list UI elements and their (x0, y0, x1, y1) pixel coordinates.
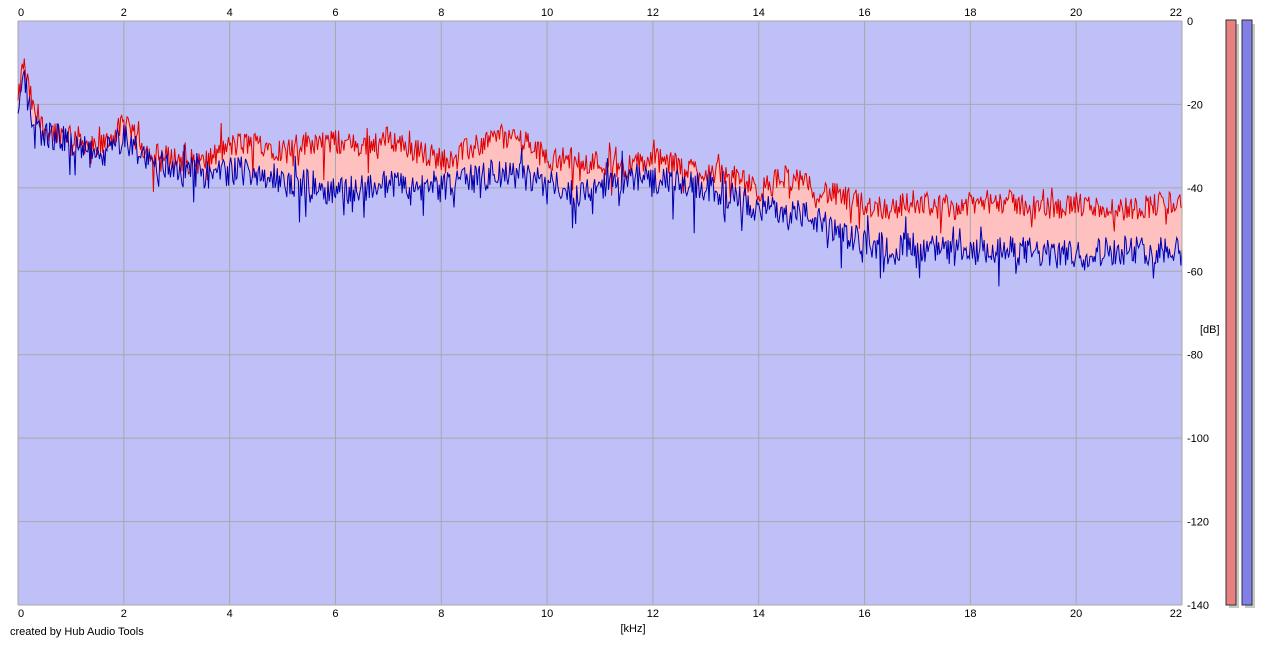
x-tick-label: 6 (332, 7, 338, 19)
y-tick-label: -100 (1187, 433, 1209, 445)
x-tick-label: 0 (18, 7, 24, 19)
y-tick-label: -140 (1187, 600, 1209, 612)
y-tick-label: -60 (1187, 266, 1203, 278)
blue-channel-line (17, 69, 1183, 287)
x-tick-label: 22 (1170, 7, 1182, 19)
y-tick-label: -120 (1187, 517, 1209, 529)
x-tick-label: 4 (227, 608, 233, 620)
y-axis-label: [dB] (1200, 324, 1220, 336)
footer-credit: created by Hub Audio Tools (10, 626, 144, 638)
x-tick-label: 2 (121, 7, 127, 19)
x-tick-label: 12 (647, 608, 659, 620)
x-tick-label: 12 (647, 7, 659, 19)
x-tick-label: 14 (753, 608, 765, 620)
y-tick-label: -40 (1187, 183, 1203, 195)
x-tick-label: 10 (541, 7, 553, 19)
y-tick-label: -80 (1187, 350, 1203, 362)
x-tick-label: 18 (964, 7, 976, 19)
x-tick-label: 8 (438, 7, 444, 19)
y-tick-label: -20 (1187, 99, 1203, 111)
x-tick-label: 10 (541, 608, 553, 620)
x-tick-label: 14 (753, 7, 765, 19)
meter-blue (1241, 19, 1253, 606)
x-tick-label: 8 (438, 608, 444, 620)
x-tick-label: 16 (858, 7, 870, 19)
x-tick-label: 20 (1070, 608, 1082, 620)
x-tick-label: 4 (227, 7, 233, 19)
y-tick-label: 0 (1187, 16, 1193, 28)
x-tick-labels-bottom: 0 2 4 6 8 10 12 14 16 18 20 22 (18, 608, 1182, 620)
level-meters (1225, 19, 1255, 608)
x-tick-label: 16 (858, 608, 870, 620)
meter-red (1225, 19, 1237, 606)
x-tick-label: 22 (1170, 608, 1182, 620)
x-tick-label: 0 (18, 608, 24, 620)
y-tick-labels: 0 -20 -40 -60 -80 -100 -120 -140 (1187, 16, 1209, 612)
x-axis-label: [kHz] (620, 623, 645, 635)
x-tick-label: 18 (964, 608, 976, 620)
x-tick-labels-top: 0 2 4 6 8 10 12 14 16 18 20 22 (18, 7, 1182, 19)
red-channel-line (17, 58, 1183, 234)
blue-channel-area (18, 70, 1182, 606)
x-tick-label: 20 (1070, 7, 1082, 19)
x-tick-label: 6 (332, 608, 338, 620)
x-tick-label: 2 (121, 608, 127, 620)
